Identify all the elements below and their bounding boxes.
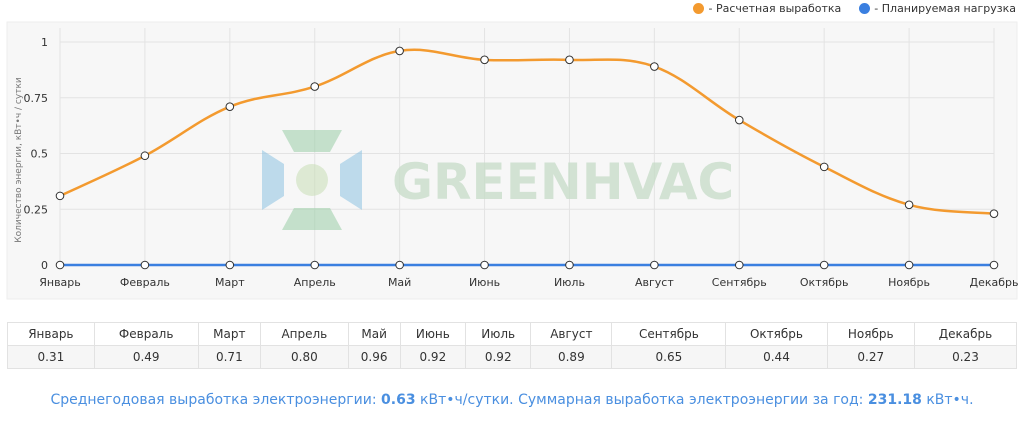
legend-label-generation: - Расчетная выработка bbox=[708, 2, 842, 15]
data-point-generation bbox=[734, 115, 744, 125]
summary-avg: 0.63 bbox=[381, 392, 416, 408]
data-point-generation bbox=[819, 162, 829, 172]
y-tick-label: 1 bbox=[41, 36, 48, 49]
data-point-generation bbox=[310, 82, 320, 91]
plot-background bbox=[6, 21, 1018, 300]
data-point-load bbox=[650, 260, 659, 270]
legend-item-load[interactable]: - Планируемая нагрузка bbox=[859, 2, 1016, 15]
data-point-load bbox=[310, 260, 320, 270]
data-point-load bbox=[734, 260, 744, 270]
data-point-generation bbox=[395, 46, 404, 56]
table-value-cell: 0.92 bbox=[465, 345, 532, 369]
data-point-load bbox=[480, 260, 489, 270]
summary-total: 231.18 bbox=[867, 392, 922, 408]
x-tick-label: Апрель bbox=[294, 276, 336, 289]
table-header-cell: Ноябрь bbox=[826, 322, 915, 346]
chart-legend: - Расчетная выработка - Планируемая нагр… bbox=[693, 2, 1016, 15]
data-point-generation bbox=[904, 200, 914, 210]
watermark-logo-right bbox=[340, 150, 362, 210]
x-tick-label: Октябрь bbox=[800, 276, 849, 289]
data-point-generation bbox=[140, 151, 150, 161]
table-value-cell: 0.31 bbox=[7, 345, 95, 369]
summary-text: Среднегодовая выработка электроэнергии: … bbox=[0, 392, 1024, 408]
x-tick-label: Март bbox=[215, 276, 245, 289]
table-value-cell: 0.89 bbox=[530, 345, 613, 369]
table-value-cell: 0.80 bbox=[260, 345, 349, 369]
x-tick-label: Ноябрь bbox=[888, 276, 930, 289]
table-value-cell: 0.71 bbox=[197, 345, 262, 369]
table-value-cell: 0.96 bbox=[347, 345, 401, 369]
data-point-load bbox=[989, 260, 999, 270]
values-table-value-row: 0.31 0.49 0.71 0.80 0.96 0.92 0.92 0.89 0.65 0.44… bbox=[7, 345, 1018, 369]
table-value-cell: 0.27 bbox=[826, 345, 915, 369]
summary-prefix: Среднегодовая выработка электроэнергии: bbox=[50, 392, 382, 408]
data-point-load bbox=[819, 260, 829, 270]
x-axis-ticks: Январь Февраль Март Апрель Май Июнь Июль Август… bbox=[39, 276, 1018, 289]
values-table-wrap: Январь Февраль Март Апрель Май Июнь Июль Август… bbox=[7, 322, 1018, 369]
table-header-cell: Февраль bbox=[93, 322, 199, 346]
data-point-generation bbox=[55, 191, 65, 201]
values-table-header-row: Январь Февраль Март Апрель Май Июнь Июль Август… bbox=[7, 322, 1018, 346]
watermark-logo bbox=[262, 130, 362, 230]
y-tick-label: 0 bbox=[41, 259, 48, 272]
watermark-logo-top bbox=[282, 130, 342, 152]
table-header-cell: Сентябрь bbox=[611, 322, 727, 346]
summary-suffix: кВт•ч. bbox=[921, 392, 974, 408]
table-header-cell: Октябрь bbox=[725, 322, 828, 346]
y-tick-label: 0.5 bbox=[31, 148, 49, 161]
y-axis-label: Количество энергии, кВт•ч / сутки bbox=[14, 77, 24, 243]
legend-dot-generation bbox=[693, 3, 705, 14]
x-tick-label: Август bbox=[635, 276, 674, 289]
table-header-cell: Май bbox=[347, 322, 401, 346]
table-value-cell: 0.92 bbox=[399, 345, 467, 369]
data-point-load bbox=[225, 260, 235, 270]
x-tick-label: Июль bbox=[554, 276, 585, 289]
data-point-load bbox=[140, 260, 150, 270]
watermark-logo-left bbox=[262, 150, 284, 210]
table-header-cell: Декабрь bbox=[913, 322, 1018, 346]
x-tick-label: Февраль bbox=[120, 276, 170, 289]
watermark-logo-bottom bbox=[282, 208, 342, 230]
table-header-cell: Январь bbox=[7, 322, 95, 346]
data-point-generation bbox=[565, 55, 574, 65]
series-line-generation bbox=[59, 48, 995, 215]
grid bbox=[59, 28, 995, 266]
watermark-logo-center bbox=[296, 164, 328, 196]
data-point-generation bbox=[480, 55, 489, 65]
legend-dot-load bbox=[859, 3, 871, 14]
legend-label-load: - Планируемая нагрузка bbox=[874, 2, 1016, 15]
table-value-cell: 0.44 bbox=[725, 345, 828, 369]
table-header-cell: Апрель bbox=[260, 322, 349, 346]
x-tick-label: Декабрь bbox=[970, 276, 1019, 289]
watermark-text: GREENHVAC bbox=[392, 153, 734, 211]
table-header-cell: Август bbox=[530, 322, 613, 346]
legend-item-generation[interactable]: - Расчетная выработка bbox=[693, 2, 841, 15]
table-value-cell: 0.49 bbox=[93, 345, 199, 369]
y-tick-label: 0.75 bbox=[24, 92, 49, 105]
table-value-cell: 0.65 bbox=[611, 345, 727, 369]
table-value-cell: 0.23 bbox=[913, 345, 1018, 369]
table-header-cell: Март bbox=[197, 322, 262, 346]
data-point-load bbox=[904, 260, 914, 270]
energy-chart: GREENHVAC Количество энергии, кВт•ч / су… bbox=[6, 21, 1019, 300]
y-axis-ticks: 0 0.25 0.5 0.75 1 bbox=[24, 36, 49, 272]
data-point-load bbox=[55, 260, 65, 270]
table-header-cell: Июнь bbox=[399, 322, 467, 346]
series-layer bbox=[55, 46, 999, 270]
x-tick-label: Июнь bbox=[469, 276, 500, 289]
data-point-generation bbox=[650, 62, 659, 71]
x-tick-label: Январь bbox=[39, 276, 81, 289]
y-tick-label: 0.25 bbox=[24, 203, 49, 216]
data-point-load bbox=[565, 260, 574, 270]
data-point-generation bbox=[989, 209, 999, 219]
table-header-cell: Июль bbox=[465, 322, 532, 346]
x-tick-label: Май bbox=[388, 276, 411, 289]
data-point-generation bbox=[225, 102, 235, 111]
data-point-load bbox=[395, 260, 404, 270]
values-table: Январь Февраль Март Апрель Май Июнь Июль Август… bbox=[7, 322, 1018, 369]
summary-mid: кВт•ч/сутки. Суммарная выработка электро… bbox=[415, 392, 868, 408]
x-tick-label: Сентябрь bbox=[712, 276, 767, 289]
